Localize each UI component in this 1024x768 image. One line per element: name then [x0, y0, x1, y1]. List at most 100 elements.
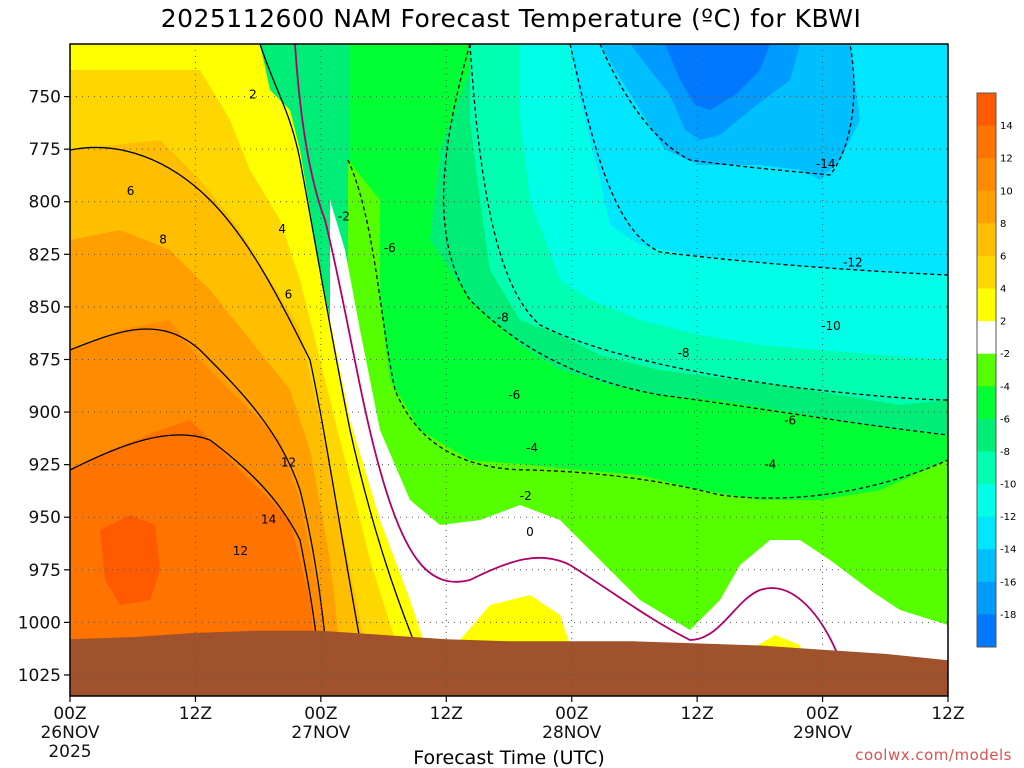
contour-label: -8: [497, 310, 509, 324]
contour-minus4-line: [442, 44, 948, 436]
contour-label: -14: [816, 157, 836, 171]
colorbar-tick-label: -14: [1000, 545, 1016, 556]
x-tick-label-date: 27NOV: [291, 723, 350, 743]
x-axis-label: Forecast Time (UTC): [413, 747, 604, 768]
contour-minus8-line: [469, 44, 948, 401]
y-tick-label: 975: [29, 561, 61, 581]
colorbar-tick-label: 6: [1000, 251, 1006, 262]
contour-label: 0: [526, 525, 534, 539]
contour-label: 4: [278, 222, 286, 236]
y-tick-label: 750: [29, 88, 61, 108]
contour-minus2-line: [347, 159, 948, 499]
contour-labels: 2 -2 6 4 8 -6 6 -8 -8 -6 -4 -2 0 12 14 12 -14 -12 -10 -6 -4: [127, 87, 863, 558]
x-tick-label-time: 00Z: [806, 704, 839, 724]
chart-title: 2025112600 NAM Forecast Temperature (ºC)…: [161, 4, 862, 33]
x-tick-label-date: 28NOV: [542, 723, 601, 743]
x-tick-label-time: 00Z: [304, 704, 337, 724]
contour-label: -6: [384, 241, 396, 255]
x-tick-label-time: 12Z: [681, 704, 714, 724]
colorbar-swatch: [977, 223, 996, 257]
x-tick-label-time: 12Z: [931, 704, 964, 724]
y-tick-label: 875: [29, 350, 61, 370]
x-tick-label-year: 2025: [48, 742, 91, 762]
contour-label: -2: [338, 209, 350, 223]
plot-frame: [69, 43, 949, 697]
contour-label: 6: [127, 184, 135, 198]
colorbar-tick-label: -4: [1000, 382, 1010, 393]
colorbar-tick-label: -16: [1000, 577, 1016, 588]
colorbar-swatch: [977, 288, 996, 322]
colorbar-tick-label: -12: [1000, 512, 1016, 523]
y-tick-label: 1000: [18, 613, 61, 633]
colorbar-swatch: [977, 255, 996, 290]
colorbar-swatch: [977, 386, 996, 420]
contour-lines: [70, 44, 948, 696]
x-tick-label-time: 00Z: [53, 704, 86, 724]
colorbar-swatch: [977, 353, 996, 387]
contour-minus12-line: [569, 44, 948, 276]
shading-near-zero-band: [330, 200, 948, 696]
contour-label: -8: [678, 346, 690, 360]
contour-label: 8: [159, 233, 167, 247]
contour-label: 2: [249, 87, 257, 101]
y-tick-label: 775: [29, 140, 61, 160]
colorbar-frame: [976, 92, 997, 648]
colorbar-swatch: [977, 614, 996, 648]
contour-plus10-line: [70, 328, 331, 696]
contour-label: -4: [764, 458, 776, 472]
contour-minus14-line: [599, 44, 855, 176]
contour-zero-line: [294, 44, 849, 696]
colorbar-tick-label: -2: [1000, 349, 1010, 360]
y-tick-label: 925: [29, 456, 61, 476]
colorbar-swatch: [977, 484, 996, 518]
contour-plus6-line: [70, 146, 361, 641]
shading-plus12-band: [70, 420, 320, 696]
contour-label: 12: [281, 456, 296, 470]
colorbar-swatch: [977, 125, 996, 159]
contour-plus12-line: [70, 434, 321, 696]
colorbar-tick-label: -6: [1000, 414, 1010, 425]
contour-label: -2: [520, 489, 532, 503]
shading-minus20-core: [665, 44, 770, 110]
terrain-below-ground: [70, 630, 948, 696]
y-tick-label: 825: [29, 245, 61, 265]
contour-label: -4: [526, 441, 538, 455]
colorbar-swatch: [977, 321, 996, 355]
contour-label: 6: [285, 287, 293, 301]
contour-label: 14: [261, 512, 276, 526]
grid-lines: [69, 44, 949, 696]
temperature-shading: [70, 44, 948, 696]
colorbar-swatch: [977, 418, 996, 452]
x-tick-label-time: 12Z: [430, 704, 463, 724]
x-tick-label-date: 26NOV: [40, 723, 99, 743]
contour-label: -6: [784, 413, 796, 427]
shading-plus14-core: [100, 515, 160, 605]
colorbar-tick-label: 2: [1000, 317, 1006, 328]
colorbar-tick-label: -10: [1000, 480, 1016, 491]
y-tick-label: 850: [29, 298, 61, 318]
contour-label: -12: [843, 256, 863, 270]
colorbar-swatch: [977, 451, 996, 485]
colorbar-tick-label: 12: [1000, 154, 1013, 165]
contour-label: -10: [821, 319, 841, 333]
colorbar-swatch: [977, 190, 996, 224]
x-tick-label-date: 29NOV: [793, 723, 852, 743]
y-tick-label: 800: [29, 193, 61, 213]
colorbar-swatch: [977, 93, 996, 127]
colorbar-tick-label: 10: [1000, 186, 1013, 197]
colorbar-tick-label: 14: [1000, 121, 1013, 132]
y-axis: 750 775 800 825 850 875 900 925 950 975 1000 1025: [18, 88, 70, 686]
colorbar-tick-label: -18: [1000, 610, 1016, 621]
colorbar-tick-label: -8: [1000, 447, 1010, 458]
colorbar-swatch: [977, 581, 996, 615]
x-tick-label-time: 00Z: [555, 704, 588, 724]
x-tick-label-time: 12Z: [179, 704, 212, 724]
y-tick-label: 900: [29, 403, 61, 423]
y-tick-label: 950: [29, 508, 61, 528]
colorbar-tick-label: 8: [1000, 219, 1006, 230]
contour-label: -6: [508, 388, 520, 402]
contour-label: 12: [233, 544, 248, 558]
colorbar-swatch: [977, 158, 996, 192]
y-tick-label: 1025: [18, 666, 61, 686]
